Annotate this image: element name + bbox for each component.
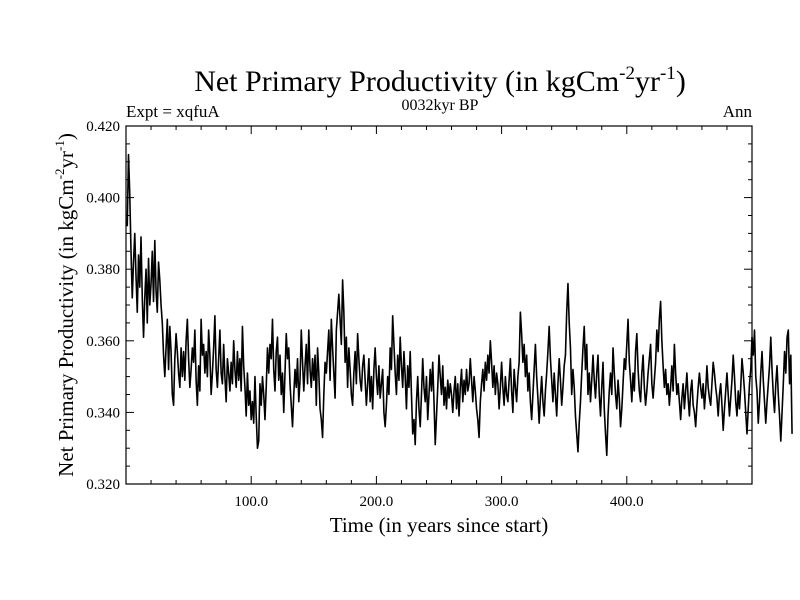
y-axis-ticks [126, 125, 752, 485]
y-axis-tick-labels: 0.320 0.340 0.360 0.380 0.400 0.420 [86, 119, 120, 493]
y-tick-label: 0.320 [86, 477, 120, 493]
ylabel-mid: yr [54, 151, 78, 169]
experiment-label: Expt = xqfuA [126, 102, 220, 121]
x-axis-tick-labels: 100.0 200.0 300.0 400.0 [234, 494, 643, 510]
y-axis-label: Net Primary Productivity (in kgCm-2yr-1) [52, 133, 78, 477]
title-exp1: -2 [619, 63, 635, 84]
title-mid: yr [635, 65, 660, 98]
plot-area-frame [125, 125, 753, 485]
y-tick-label: 0.340 [86, 405, 120, 421]
period-label: Ann [723, 102, 753, 121]
ylabel-suffix: ) [54, 133, 78, 140]
ylabel-exp1: -2 [52, 169, 67, 180]
y-tick-label: 0.420 [86, 119, 120, 135]
ylabel-exp2: -1 [52, 140, 67, 151]
x-axis-label: Time (in years since start) [330, 513, 549, 537]
series-line-npp [126, 153, 793, 457]
x-tick-label: 200.0 [360, 494, 394, 510]
x-tick-label: 400.0 [610, 494, 644, 510]
title-end: ) [676, 65, 686, 98]
title-main: Net Primary Productivity (in kgCm [194, 65, 619, 98]
x-axis-ticks [125, 126, 753, 484]
y-tick-label: 0.360 [86, 334, 120, 350]
x-tick-label: 300.0 [485, 494, 519, 510]
chart-title: Net Primary Productivity (in kgCm-2yr-1) [194, 63, 686, 98]
ylabel-prefix: Net Primary Productivity (in kgCm [54, 179, 78, 476]
chart-subtitle: 0032kyr BP [402, 97, 479, 114]
y-tick-label: 0.400 [86, 191, 120, 207]
title-exp2: -1 [660, 63, 676, 84]
x-tick-label: 100.0 [234, 494, 268, 510]
y-tick-label: 0.380 [86, 262, 120, 278]
